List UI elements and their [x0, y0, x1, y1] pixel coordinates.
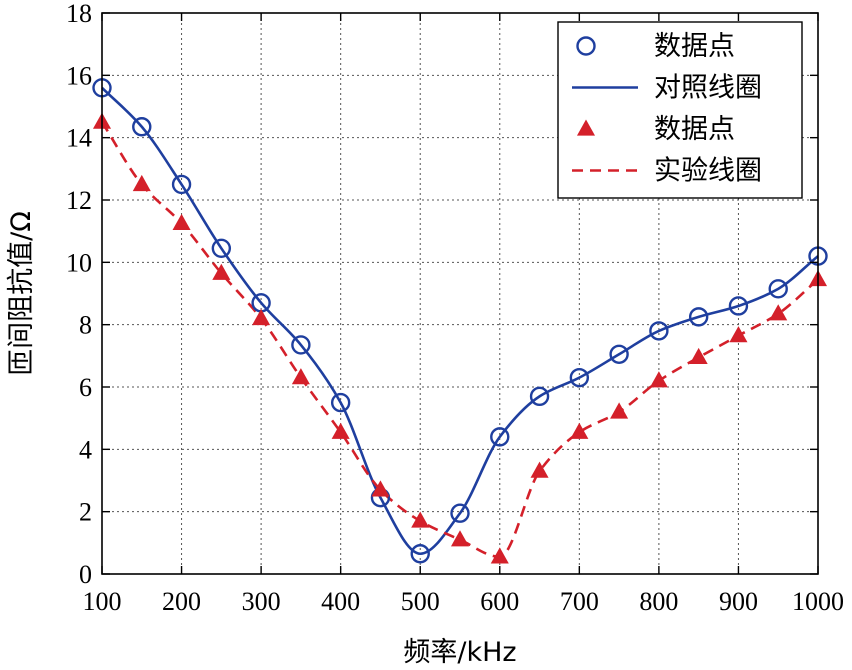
data-point-triangle	[411, 511, 430, 528]
y-tick-label: 12	[66, 186, 92, 215]
data-point-circle	[450, 503, 470, 523]
data-point-triangle	[649, 371, 668, 388]
data-point-triangle	[331, 422, 350, 439]
legend-box	[557, 21, 803, 199]
x-tick-label: 900	[719, 587, 758, 616]
legend-label: 对照线圈	[654, 73, 762, 104]
data-point-circle	[291, 335, 311, 355]
data-point-circle	[330, 392, 351, 413]
y-tick-label: 10	[66, 248, 92, 277]
y-tick-label: 0	[79, 560, 92, 589]
data-point-circle	[768, 279, 788, 299]
legend-swatch-triangle	[576, 119, 596, 136]
x-tick-label: 300	[242, 587, 281, 616]
data-point-triangle	[172, 213, 191, 231]
legend-swatch-circle	[576, 36, 596, 56]
x-tick-label: 200	[162, 587, 201, 616]
y-tick-label: 4	[79, 435, 92, 464]
x-tick-label: 700	[560, 587, 599, 616]
control-coil-line	[101, 86, 819, 556]
data-point-triangle	[252, 308, 271, 326]
data-point-circle	[410, 544, 430, 564]
x-tick-label: 800	[639, 587, 678, 616]
data-point-triangle	[610, 402, 629, 419]
y-tick-label: 18	[66, 0, 92, 28]
data-point-circle	[171, 174, 192, 195]
data-point-triangle	[371, 480, 390, 497]
x-tick-label: 1000	[792, 587, 844, 616]
data-point-triangle	[689, 347, 708, 365]
y-tick-label: 14	[66, 124, 92, 153]
legend-label: 实验线圈	[654, 156, 762, 187]
data-point-triangle	[212, 263, 231, 280]
data-point-triangle	[530, 461, 549, 478]
data-point-triangle	[291, 368, 310, 385]
data-point-circle	[132, 117, 152, 137]
plot-frame	[101, 12, 819, 575]
data-point-circle	[490, 427, 510, 447]
data-point-circle	[529, 386, 550, 407]
data-point-circle	[728, 296, 749, 316]
legend-label: 数据点	[654, 114, 735, 145]
data-point-circle	[688, 307, 709, 327]
y-tick-label: 6	[79, 373, 92, 402]
data-point-triangle	[490, 547, 509, 564]
y-tick-label: 8	[79, 311, 92, 340]
x-tick-label: 500	[401, 587, 440, 616]
x-tick-label: 100	[83, 587, 122, 616]
data-point-triangle	[570, 422, 589, 439]
data-point-circle	[649, 321, 669, 341]
y-tick-label: 2	[79, 498, 92, 527]
data-point-triangle	[132, 174, 151, 192]
y-tick-label: 16	[66, 61, 92, 90]
data-point-circle	[609, 344, 629, 364]
x-axis-label: 频率/kHz	[403, 637, 516, 668]
data-point-triangle	[769, 304, 788, 321]
y-axis-label: 匝间阻抗值/Ω	[6, 211, 37, 376]
data-point-triangle	[450, 530, 470, 547]
legend-label: 数据点	[654, 31, 735, 62]
data-point-circle	[211, 238, 232, 259]
x-tick-label: 600	[480, 587, 519, 616]
x-tick-label: 400	[321, 587, 360, 616]
plot-series	[92, 78, 828, 564]
axis-ticks: 100 200 300 400 500 600 700 800 900 1000 0 2 4 6 8 10 12…	[66, 0, 844, 616]
data-point-circle	[569, 367, 590, 388]
data-point-triangle	[729, 326, 748, 343]
